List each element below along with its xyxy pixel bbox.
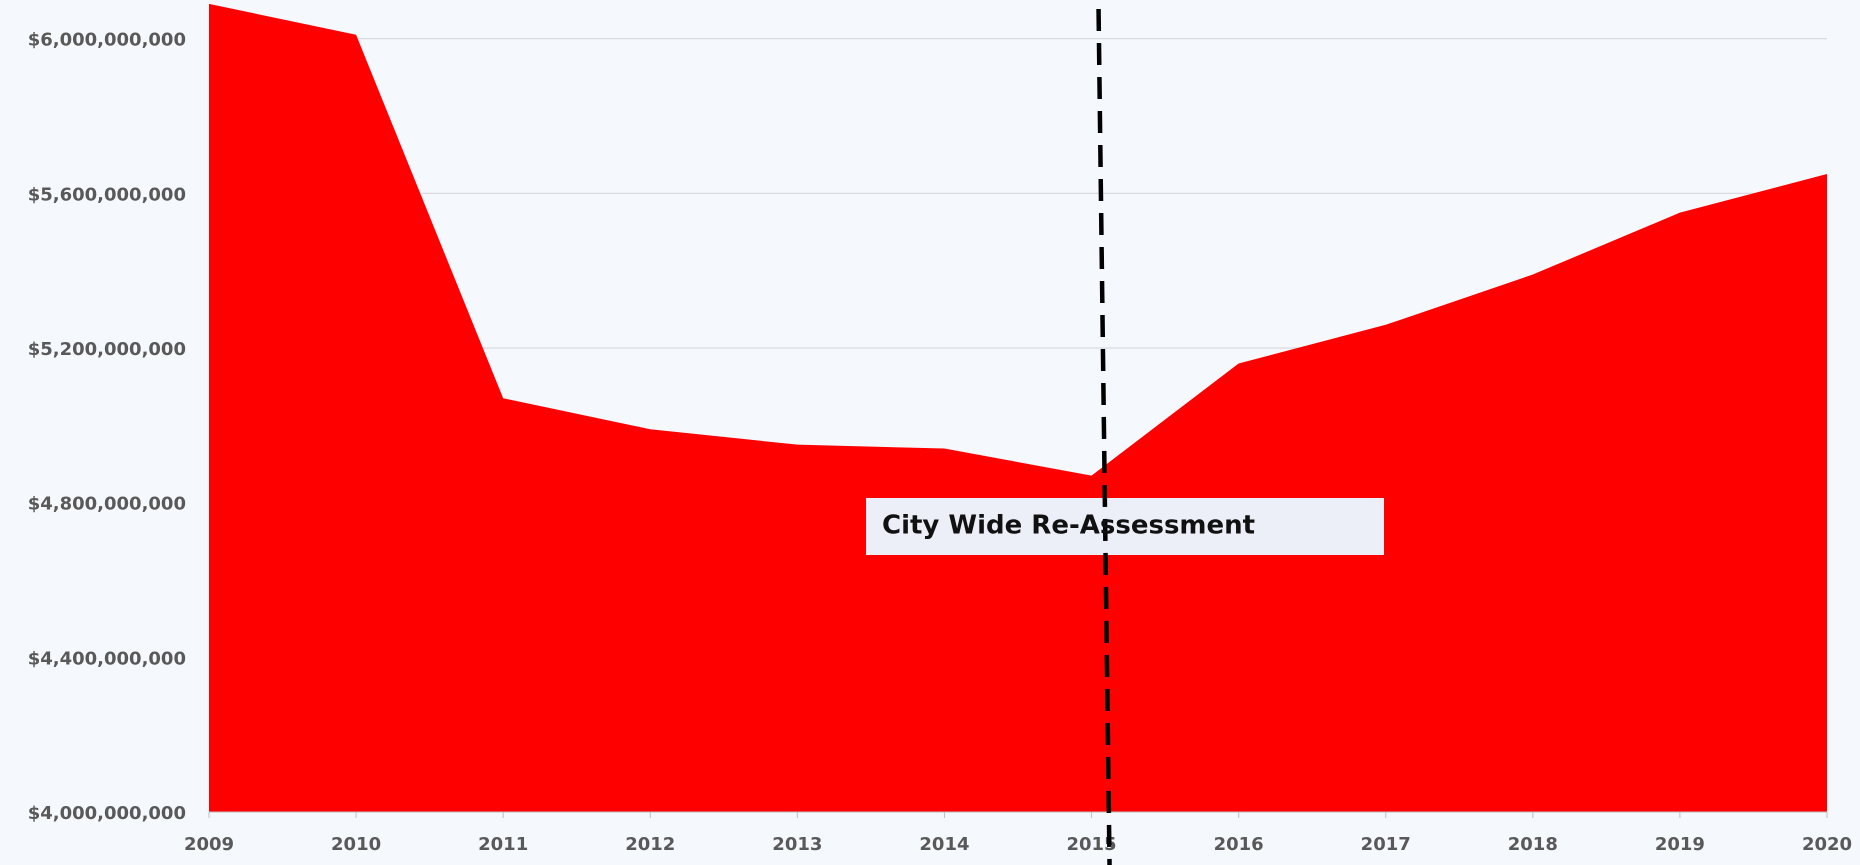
y-tick-label: $4,800,000,000: [28, 494, 186, 515]
annotation-line: [1096, 8, 1112, 865]
annotation-text: City Wide Re-Assessment: [882, 511, 1255, 541]
x-tick-label: 2019: [1655, 834, 1705, 855]
y-tick-label: $4,400,000,000: [28, 648, 186, 669]
x-tick-label: 2018: [1508, 834, 1558, 855]
x-tick-label: 2010: [331, 834, 381, 855]
x-tick-label: 2009: [184, 834, 234, 855]
x-tick-label: 2016: [1214, 834, 1264, 855]
y-tick-label: $5,200,000,000: [28, 339, 186, 360]
area: [209, 3, 1827, 813]
x-tick-label: 2020: [1802, 834, 1852, 855]
x-tick-label: 2015: [1066, 834, 1116, 855]
x-tick-label: 2017: [1361, 834, 1411, 855]
x-tick-label: 2013: [772, 834, 822, 855]
y-tick-label: $5,600,000,000: [28, 184, 186, 205]
annotation-box: [866, 498, 1384, 555]
y-tick-label: $6,000,000,000: [28, 30, 186, 51]
x-tick-label: 2012: [625, 834, 675, 855]
y-tick-label: $4,000,000,000: [28, 803, 186, 824]
x-tick-label: 2011: [478, 834, 528, 855]
x-tick-label: 2014: [919, 834, 969, 855]
